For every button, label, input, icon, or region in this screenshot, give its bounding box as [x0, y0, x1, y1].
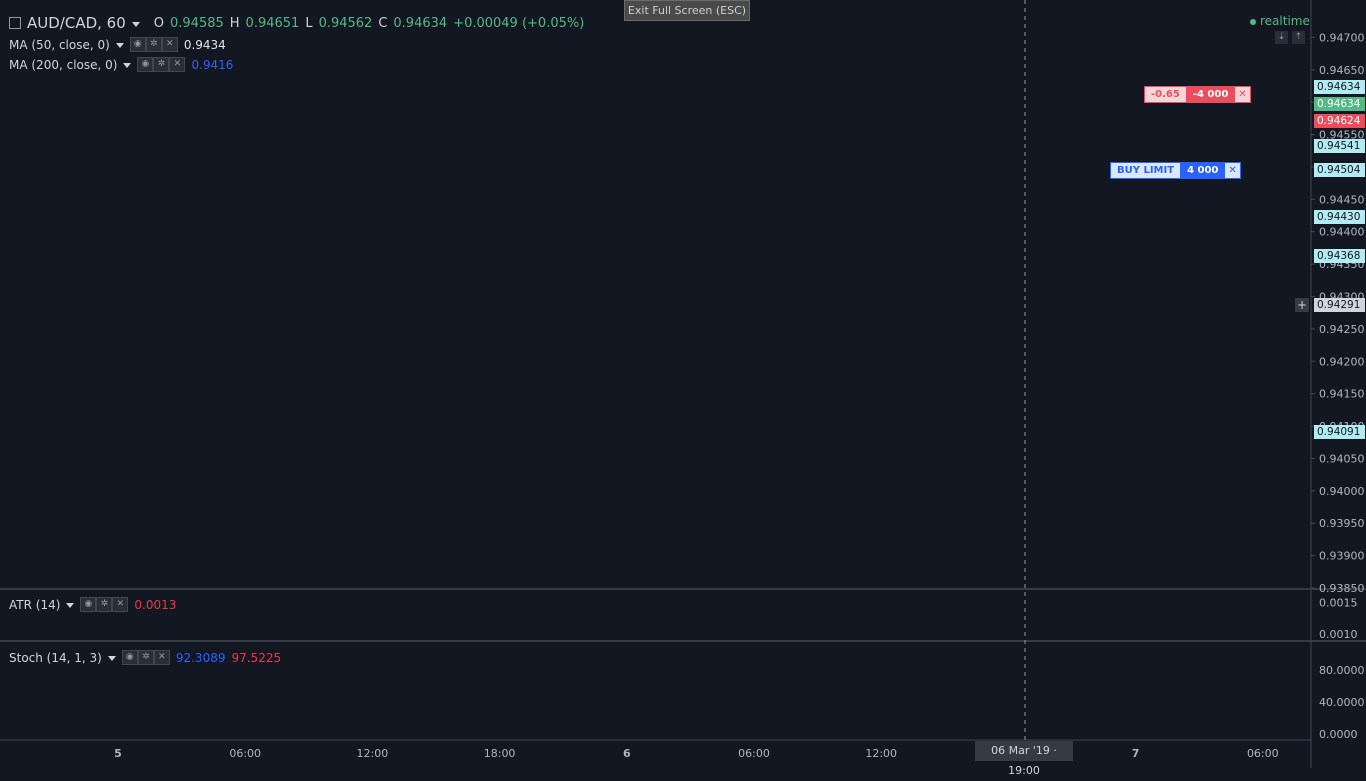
- time-tick-label: 5: [114, 747, 122, 760]
- status-dot-icon: [1250, 18, 1256, 25]
- price-label-buy-limit: 0.94504: [1314, 163, 1365, 177]
- time-tick-label: 12:00: [357, 747, 389, 760]
- price-tick-label: 0.93950: [1319, 517, 1365, 530]
- price-tick-label: 0.94550: [1319, 129, 1365, 142]
- close-icon[interactable]: ✕: [112, 597, 129, 612]
- low-value: 0.94562: [318, 15, 373, 31]
- crosshair-time-label: 06 Mar '19 · 19:00: [975, 741, 1073, 777]
- price-tick-label: 0.94150: [1319, 388, 1365, 401]
- open-value: 0.94585: [170, 15, 224, 31]
- stoch-tick-label: 80.0000: [1319, 664, 1365, 677]
- buy-limit-order-tag[interactable]: BUY LIMIT 4 000 ✕: [1110, 162, 1241, 179]
- stoch-k-value: 92.3089: [175, 650, 226, 665]
- eye-icon[interactable]: ◉: [80, 597, 97, 612]
- atr-tick-label: 0.0015: [1319, 597, 1358, 610]
- ma50-legend: MA (50, close, 0) ◉ ✲ ✕ 0.9434: [9, 37, 226, 52]
- chevron-down-icon[interactable]: [66, 603, 75, 608]
- position-pnl: -0.65: [1144, 86, 1187, 103]
- atr-legend: ATR (14) ◉ ✲ ✕ 0.0013: [9, 597, 176, 612]
- price-label-upper: 0.94634: [1314, 80, 1365, 94]
- atr-label[interactable]: ATR (14): [9, 597, 61, 612]
- chevron-down-icon[interactable]: [107, 656, 116, 661]
- price-label-crosshair: 0.94291: [1314, 298, 1365, 312]
- high-value: 0.94651: [245, 15, 300, 31]
- time-tick-label: 7: [1132, 747, 1140, 760]
- time-tick-label: 06:00: [1247, 747, 1279, 760]
- gear-icon[interactable]: ✲: [153, 57, 170, 72]
- buy-limit-label: BUY LIMIT: [1110, 162, 1182, 179]
- close-icon[interactable]: ✕: [153, 650, 170, 665]
- close-icon[interactable]: ✕: [161, 37, 178, 52]
- price-tick-label: 0.94000: [1319, 485, 1365, 498]
- arrow-down-icon[interactable]: ⇣: [1275, 31, 1288, 44]
- ma200-value: 0.9416: [191, 57, 234, 72]
- gear-icon[interactable]: ✲: [137, 650, 154, 665]
- time-tick-label: 12:00: [865, 747, 897, 760]
- price-tick-label: 0.94700: [1319, 31, 1365, 44]
- add-plus-icon[interactable]: +: [1295, 298, 1309, 312]
- price-tick-label: 0.94450: [1319, 193, 1365, 206]
- realtime-indicator: realtime: [1250, 14, 1310, 28]
- price-tick-label: 0.93850: [1319, 582, 1365, 595]
- eye-icon[interactable]: ◉: [137, 57, 154, 72]
- stoch-legend: Stoch (14, 1, 3) ◉ ✲ ✕ 92.3089 97.5225: [9, 650, 281, 665]
- exit-fullscreen-button[interactable]: Exit Full Screen (ESC): [624, 0, 750, 21]
- symbol-menu-icon[interactable]: [9, 17, 21, 29]
- stoch-label[interactable]: Stoch (14, 1, 3): [9, 650, 102, 665]
- stoch-tick-label: 40.0000: [1319, 696, 1365, 709]
- chevron-down-icon[interactable]: [115, 43, 124, 48]
- gear-icon[interactable]: ✲: [96, 597, 113, 612]
- eye-icon[interactable]: ◉: [121, 650, 138, 665]
- price-label-current: 0.94634: [1314, 97, 1365, 111]
- atr-value: 0.0013: [134, 597, 177, 612]
- price-tick-label: 0.94050: [1319, 452, 1365, 465]
- chevron-down-icon[interactable]: [131, 21, 140, 27]
- position-order-tag[interactable]: -0.65 -4 000 ✕: [1144, 86, 1251, 103]
- price-tick-label: 0.93900: [1319, 550, 1365, 563]
- ma200-legend: MA (200, close, 0) ◉ ✲ ✕ 0.9416: [9, 57, 233, 72]
- ma200-label[interactable]: MA (200, close, 0): [9, 57, 118, 72]
- low-label: L: [305, 15, 313, 31]
- arrow-up-icon[interactable]: ⇡: [1292, 31, 1305, 44]
- cancel-order-icon[interactable]: ✕: [1224, 162, 1241, 179]
- price-label-line-3: 0.94368: [1314, 249, 1365, 263]
- time-tick-label: 06:00: [229, 747, 261, 760]
- close-icon[interactable]: ✕: [169, 57, 186, 72]
- price-tick-label: 0.94250: [1319, 323, 1365, 336]
- price-tick-label: 0.94650: [1319, 64, 1365, 77]
- high-label: H: [229, 15, 240, 31]
- symbol-title[interactable]: AUD/CAD, 60: [27, 14, 126, 32]
- price-label-line-2: 0.94430: [1314, 210, 1365, 224]
- time-tick-label: 6: [623, 747, 631, 760]
- buy-limit-qty[interactable]: 4 000: [1181, 162, 1225, 179]
- ma50-value: 0.9434: [183, 37, 226, 52]
- stoch-d-value: 97.5225: [231, 650, 282, 665]
- realtime-label: realtime: [1260, 14, 1310, 28]
- close-label: C: [378, 15, 388, 31]
- symbol-legend: AUD/CAD, 60 O 0.94585 H 0.94651 L 0.94562 C…: [9, 14, 584, 32]
- gear-icon[interactable]: ✲: [145, 37, 162, 52]
- time-tick-label: 06:00: [738, 747, 770, 760]
- stoch-tick-label: 0.0000: [1319, 728, 1358, 741]
- price-label-line-1: 0.94541: [1314, 139, 1365, 153]
- chevron-down-icon[interactable]: [123, 63, 132, 68]
- time-tick-label: 18:00: [484, 747, 516, 760]
- atr-tick-label: 0.0010: [1319, 628, 1358, 641]
- open-label: O: [153, 15, 164, 31]
- price-tick-label: 0.94200: [1319, 355, 1365, 368]
- price-tick-label: 0.94400: [1319, 226, 1365, 239]
- eye-icon[interactable]: ◉: [129, 37, 146, 52]
- price-label-position: 0.94624: [1314, 114, 1365, 128]
- change-value: +0.00049 (+0.05%): [453, 15, 585, 31]
- price-label-line-4: 0.94091: [1314, 425, 1365, 439]
- ma50-label[interactable]: MA (50, close, 0): [9, 37, 110, 52]
- close-value: 0.94634: [393, 15, 448, 31]
- close-position-icon[interactable]: ✕: [1234, 86, 1251, 103]
- position-qty[interactable]: -4 000: [1186, 86, 1235, 103]
